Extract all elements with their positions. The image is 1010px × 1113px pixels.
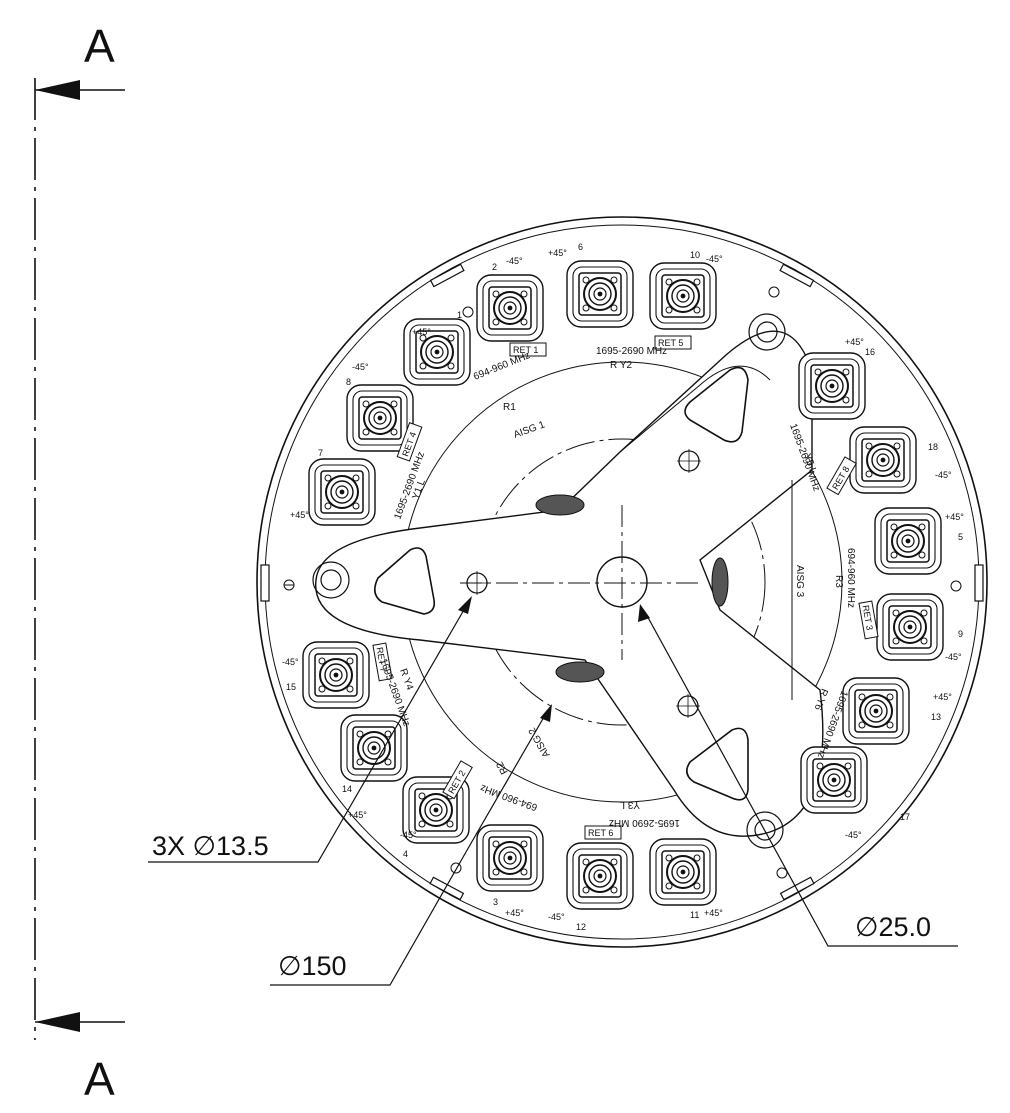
band-label-high: 1695-2690 MHz [596,346,667,357]
dimension-circle: ∅150 [278,951,347,981]
triangle-cutout-icon [684,366,749,443]
connector-icon[interactable] [800,746,868,814]
port-number: 11 [690,910,699,920]
band-label-high: 1695-2690 MHz [609,817,680,828]
port-number: 3 [493,897,498,907]
port-number: 14 [342,784,352,794]
dimension-leaders [148,596,958,986]
port-number: 4 [403,849,408,859]
port-number: 12 [576,922,586,932]
connector-icon[interactable] [798,352,866,420]
connector-icon[interactable] [308,458,376,526]
connector-icon[interactable] [566,260,634,328]
polarization-minus: -45° [945,652,962,662]
section-label-top: A [84,20,115,72]
connector-icon[interactable] [566,842,634,910]
sector-label: R1 [503,402,516,413]
section-line-a [34,78,125,1040]
port-number: 10 [690,250,700,260]
polarization-plus: +45° [704,908,723,918]
polarization-plus: +45° [548,248,567,258]
sector-label: R3 [833,575,844,588]
polarization-minus: -45° [282,657,299,667]
ret-label: RET 7 [374,646,388,673]
port-number: 5 [958,532,963,542]
port-number: 9 [958,629,963,639]
arrow-left-icon [35,80,80,100]
polarization-marks: +45° -45° -45° +45° -45° +45° +45° -45° … [282,248,964,922]
polarization-plus: +45° [845,337,864,347]
polarization-plus: +45° [505,908,524,918]
dimension-holes: 3X ∅13.5 [152,831,269,861]
connector-icon[interactable] [876,593,944,661]
connector-icon[interactable] [649,838,717,906]
dimension-center-hole: ∅25.0 [855,912,931,942]
band-label-low: 694-960 MHz [845,548,856,608]
port-number: 1 [457,310,462,320]
polarization-minus: -45° [506,256,523,266]
connector-icon[interactable] [302,641,370,709]
polarization-minus: -45° [845,830,862,840]
polarization-plus: +45° [412,327,431,337]
ret-label: RET 5 [658,338,683,348]
ret-label: RET 1 [513,345,538,355]
port-number: 17 [900,812,910,822]
polarization-minus: -45° [706,254,723,264]
sector-label: Y3 L [619,799,640,810]
triangle-cutout-icon [374,547,436,615]
port-number: 6 [578,242,583,252]
port-number: 7 [318,448,323,458]
connector-icon[interactable] [476,274,544,342]
port-numbers: 1 2 3 4 5 6 7 8 9 10 11 12 13 14 15 16 1… [286,242,963,932]
aisg-label: AISG 3 [794,565,805,598]
sector-label: R Y2 [610,360,632,371]
ret-label: RET 6 [588,828,613,838]
triangle-cutout-icon [686,727,749,801]
connector-icon[interactable] [476,824,544,892]
section-label-bottom: A [84,1053,115,1105]
port-number: 16 [865,347,875,357]
polarization-minus: -45° [400,830,417,840]
polarization-minus: -45° [548,912,565,922]
port-number: 18 [928,442,938,452]
polarization-plus: +45° [945,512,964,522]
bracket-plate [312,313,824,849]
polarization-minus: -45° [935,470,952,480]
ret-labels: RET 1 RET 2 RET 3 RET 4 RET 5 RET 6 RET … [372,335,879,840]
connector-icon[interactable] [842,677,910,745]
port-number: 8 [346,377,351,387]
polarization-plus: +45° [348,810,367,820]
ret-label: RET 3 [860,604,874,631]
connector-icon[interactable] [649,262,717,330]
arrow-left-icon [35,1012,80,1032]
port-number: 13 [931,712,941,722]
port-number: 15 [286,682,296,692]
connector-icon[interactable] [849,426,917,494]
polarization-minus: -45° [352,362,369,372]
connector-icon[interactable] [874,507,942,575]
polarization-plus: +45° [933,692,952,702]
polarization-plus: +45° [290,510,309,520]
port-number: 2 [492,262,497,272]
